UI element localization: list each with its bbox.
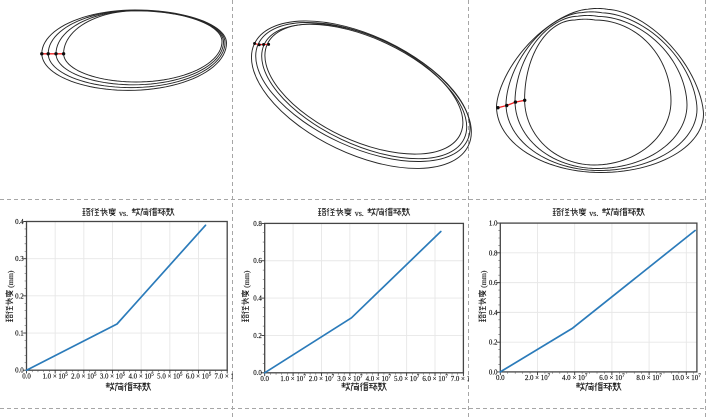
svg-text:4.0 × 105: 4.0 × 105 <box>129 372 155 380</box>
svg-text:0.4: 0.4 <box>489 310 498 317</box>
svg-text:0.8: 0.8 <box>253 221 262 228</box>
svg-text:6.0 × 107: 6.0 × 107 <box>422 375 448 383</box>
svg-text:(mm): (mm) <box>479 270 488 288</box>
svg-text:4.0 × 107: 4.0 × 107 <box>562 374 588 382</box>
svg-text:7.0 × 105: 7.0 × 105 <box>215 372 241 380</box>
svg-text:0.2: 0.2 <box>489 340 498 347</box>
svg-text:7.0 × 107: 7.0 × 107 <box>451 375 477 383</box>
svg-text:vs.: vs. <box>119 209 128 218</box>
svg-text:(mm): (mm) <box>242 270 251 288</box>
svg-text:5.0 × 107: 5.0 × 107 <box>394 375 420 383</box>
svg-text:0.0: 0.0 <box>260 376 269 383</box>
svg-text:8.0 × 107: 8.0 × 107 <box>636 374 662 382</box>
svg-text:5.0 × 105: 5.0 × 105 <box>157 372 183 380</box>
svg-text:0.4: 0.4 <box>15 219 24 226</box>
svg-text:0.4: 0.4 <box>253 296 262 303</box>
svg-text:0.2: 0.2 <box>253 333 262 340</box>
svg-text:0.0: 0.0 <box>253 370 262 377</box>
svg-text:1.0 × 107: 1.0 × 107 <box>280 375 306 383</box>
svg-text:0.8: 0.8 <box>489 250 498 257</box>
svg-text:0.1: 0.1 <box>15 330 24 337</box>
svg-text:0.0: 0.0 <box>15 368 24 375</box>
svg-text:2.0 × 105: 2.0 × 105 <box>71 372 97 380</box>
svg-text:0.0: 0.0 <box>489 369 498 376</box>
svg-text:1.0 × 105: 1.0 × 105 <box>42 372 68 380</box>
svg-text:6.0 × 107: 6.0 × 107 <box>599 374 625 382</box>
svg-text:vs.: vs. <box>589 209 598 218</box>
svg-text:vs.: vs. <box>355 209 364 218</box>
svg-text:2.0 × 107: 2.0 × 107 <box>525 374 551 382</box>
svg-text:6.0 × 105: 6.0 × 105 <box>186 372 212 380</box>
svg-text:3.0 × 105: 3.0 × 105 <box>100 372 126 380</box>
svg-text:0.3: 0.3 <box>15 256 24 263</box>
svg-text:4.0 × 107: 4.0 × 107 <box>366 375 392 383</box>
svg-text:0.2: 0.2 <box>15 293 24 300</box>
svg-text:10.0 × 107: 10.0 × 107 <box>672 374 701 382</box>
svg-text:3.0 × 107: 3.0 × 107 <box>337 375 363 383</box>
svg-text:1.0: 1.0 <box>489 221 498 228</box>
svg-text:2.0 × 107: 2.0 × 107 <box>309 375 335 383</box>
svg-text:(mm): (mm) <box>6 270 15 288</box>
svg-text:0.6: 0.6 <box>253 258 262 265</box>
svg-text:0.6: 0.6 <box>489 280 498 287</box>
svg-text:0.0: 0.0 <box>22 373 31 380</box>
svg-text:0.0: 0.0 <box>496 375 505 382</box>
